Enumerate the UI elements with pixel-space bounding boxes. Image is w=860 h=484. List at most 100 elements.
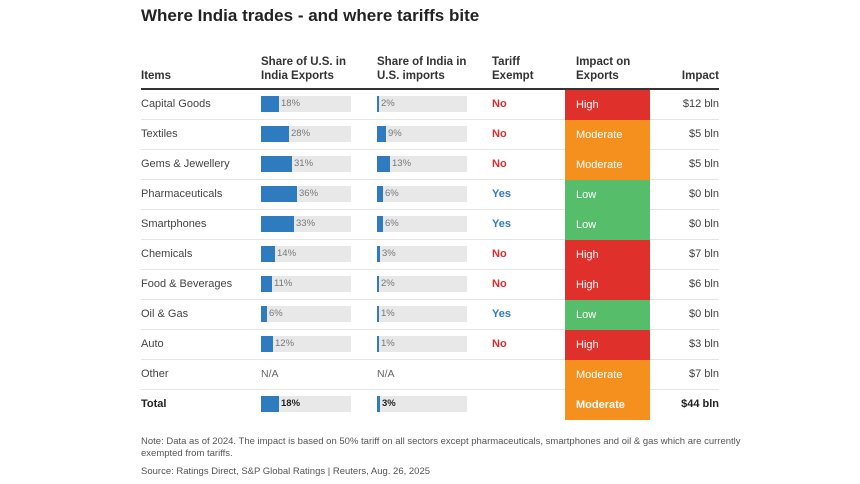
- bar-fill: [261, 246, 275, 262]
- source-line: Source: Ratings Direct, S&P Global Ratin…: [141, 466, 431, 477]
- header-rule: [141, 88, 719, 90]
- impact-amount: $7 bln: [689, 248, 719, 260]
- bar-value-label: 33%: [296, 218, 316, 229]
- impact-amount: $7 bln: [689, 368, 719, 380]
- us-share-bar: 36%: [261, 186, 351, 202]
- india-share-na: N/A: [377, 368, 395, 380]
- bar-value-label: 28%: [291, 128, 311, 139]
- us-share-bar: 6%: [261, 306, 351, 322]
- tariff-exempt-value: No: [492, 98, 507, 110]
- impact-level-badge: Low: [565, 180, 650, 210]
- impact-amount: $5 bln: [689, 158, 719, 170]
- item-label: Pharmaceuticals: [141, 188, 223, 200]
- header-tariff-exempt: Tariff Exempt: [492, 56, 534, 82]
- header-items: Items: [141, 70, 172, 82]
- tariff-exempt-value: No: [492, 158, 507, 170]
- table-row: Other N/A N/A Moderate $7 bln: [141, 360, 719, 390]
- impact-level-badge: Moderate: [565, 120, 650, 150]
- bar-value-label: 14%: [277, 248, 297, 259]
- us-share-bar: 33%: [261, 216, 351, 232]
- india-share-bar: 13%: [377, 156, 467, 172]
- impact-amount: $12 bln: [682, 98, 719, 110]
- bar-value-label: 6%: [385, 218, 399, 229]
- bar-fill: [261, 126, 289, 142]
- impact-level-badge: Low: [565, 300, 650, 330]
- bar-fill: [377, 96, 379, 112]
- impact-amount: $3 bln: [689, 338, 719, 350]
- impact-amount: $0 bln: [689, 218, 719, 230]
- bar-value-label: 9%: [388, 128, 402, 139]
- total-row: Total 18% 3% Moderate $44 bln: [141, 390, 719, 420]
- tariff-exempt-value: No: [492, 278, 507, 290]
- bar-value-label: 12%: [275, 338, 295, 349]
- item-label: Oil & Gas: [141, 308, 189, 320]
- item-label: Smartphones: [141, 218, 207, 230]
- bar-value-label: 18%: [281, 98, 301, 109]
- bar-fill: [377, 156, 390, 172]
- bar-value-label: 1%: [381, 338, 395, 349]
- item-label: Chemicals: [141, 248, 193, 260]
- us-share-bar: 18%: [261, 396, 351, 412]
- header-us-share: Share of U.S. in India Exports: [261, 56, 346, 82]
- bar-fill: [261, 186, 297, 202]
- us-share-bar: 14%: [261, 246, 351, 262]
- impact-amount: $0 bln: [689, 308, 719, 320]
- item-label: Capital Goods: [141, 98, 211, 110]
- item-label: Textiles: [141, 128, 178, 140]
- bar-fill: [377, 336, 379, 352]
- header-impact-on-exports: Impact on Exports: [576, 56, 631, 82]
- bar-value-label: 3%: [382, 398, 396, 409]
- table-body: Capital Goods 18% 2% No High $12 bln Textiles 2…: [141, 90, 719, 420]
- impact-amount: $0 bln: [689, 188, 719, 200]
- bar-value-label: 3%: [382, 248, 396, 259]
- india-share-bar: 1%: [377, 336, 467, 352]
- bar-fill: [261, 306, 267, 322]
- bar-value-label: 2%: [381, 278, 395, 289]
- bar-fill: [377, 276, 379, 292]
- impact-level-badge: Moderate: [565, 360, 650, 390]
- bar-fill: [377, 396, 380, 412]
- item-label: Other: [141, 368, 169, 380]
- header-impact-amount: Impact: [681, 70, 719, 82]
- impact-level-badge: Moderate: [565, 150, 650, 180]
- item-label: Total: [141, 398, 167, 410]
- bar-fill: [377, 126, 386, 142]
- footnote: Note: Data as of 2024. The impact is bas…: [141, 436, 741, 459]
- impact-amount: $5 bln: [689, 128, 719, 140]
- table-row: Chemicals 14% 3% No High $7 bln: [141, 240, 719, 270]
- table-row: Pharmaceuticals 36% 6% Yes Low $0 bln: [141, 180, 719, 210]
- tariff-exempt-value: No: [492, 338, 507, 350]
- header-india-share: Share of India in U.S. imports: [377, 56, 467, 82]
- tariff-exempt-value: Yes: [492, 188, 511, 200]
- bar-value-label: 11%: [274, 278, 293, 289]
- bar-value-label: 6%: [385, 188, 399, 199]
- item-label: Gems & Jewellery: [141, 158, 230, 170]
- item-label: Auto: [141, 338, 164, 350]
- tariff-exempt-value: Yes: [492, 218, 511, 230]
- impact-level-badge: Moderate: [565, 390, 650, 420]
- impact-level-badge: High: [565, 90, 650, 120]
- india-share-bar: 6%: [377, 216, 467, 232]
- bar-fill: [261, 336, 273, 352]
- table-row: Textiles 28% 9% No Moderate $5 bln: [141, 120, 719, 150]
- india-share-bar: 1%: [377, 306, 467, 322]
- bar-value-label: 31%: [294, 158, 314, 169]
- us-share-bar: 12%: [261, 336, 351, 352]
- india-share-bar: 3%: [377, 396, 467, 412]
- bar-fill: [377, 306, 379, 322]
- us-share-bar: 28%: [261, 126, 351, 142]
- bar-fill: [377, 216, 383, 232]
- impact-amount: $44 bln: [681, 398, 719, 410]
- bar-fill: [377, 186, 383, 202]
- india-share-bar: 2%: [377, 96, 467, 112]
- impact-level-badge: High: [565, 240, 650, 270]
- bar-fill: [377, 246, 380, 262]
- table-row: Food & Beverages 11% 2% No High $6 bln: [141, 270, 719, 300]
- item-label: Food & Beverages: [141, 278, 233, 290]
- impact-amount: $6 bln: [689, 278, 719, 290]
- india-share-bar: 2%: [377, 276, 467, 292]
- table-row: Gems & Jewellery 31% 13% No Moderate $5 bln: [141, 150, 719, 180]
- bar-value-label: 13%: [392, 158, 412, 169]
- table-row: Oil & Gas 6% 1% Yes Low $0 bln: [141, 300, 719, 330]
- india-share-bar: 3%: [377, 246, 467, 262]
